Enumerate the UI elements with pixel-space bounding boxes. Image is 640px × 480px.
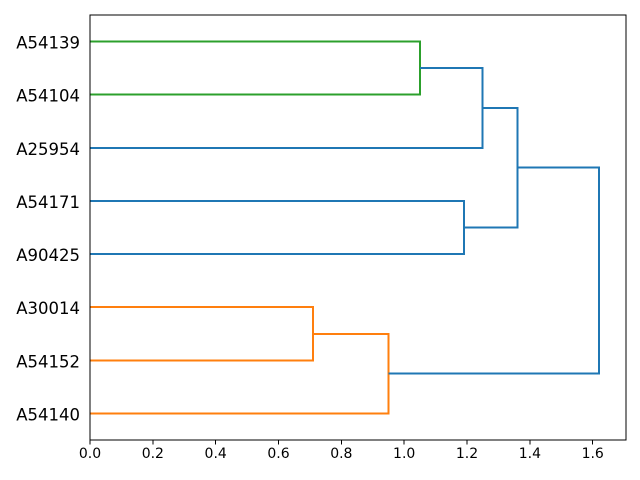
x-tick-label: 0.6 — [267, 446, 289, 462]
leaf-label-A54139: A54139 — [16, 34, 80, 53]
leaf-label-A54140: A54140 — [16, 405, 80, 424]
x-tick-label: 0.0 — [79, 446, 101, 462]
leaf-label-A54171: A54171 — [16, 193, 80, 212]
leaf-label-A90425: A90425 — [16, 246, 80, 265]
x-tick-label: 1.4 — [519, 446, 541, 462]
x-tick-label: 1.0 — [393, 446, 415, 462]
leaf-label-A30014: A30014 — [16, 299, 80, 318]
leaf-label-A25954: A25954 — [16, 140, 80, 159]
x-tick-label: 0.4 — [205, 446, 227, 462]
dendrogram-link-root — [388, 166, 600, 375]
plot-background — [90, 15, 626, 440]
x-tick-label: 0.8 — [330, 446, 352, 462]
dendrogram-link-blue-1 — [90, 199, 465, 256]
leaf-label-A54152: A54152 — [16, 352, 80, 371]
x-tick-label: 1.2 — [456, 446, 478, 462]
x-tick-label: 1.6 — [582, 446, 604, 462]
x-tick-label: 0.2 — [142, 446, 164, 462]
leaf-label-A54104: A54104 — [16, 87, 80, 106]
plot-border — [89, 14, 627, 441]
